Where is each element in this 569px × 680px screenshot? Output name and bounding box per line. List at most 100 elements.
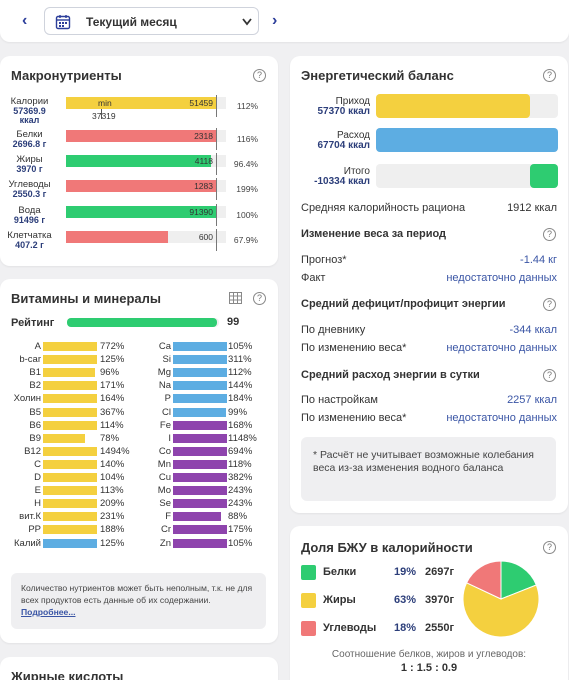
chevron-down-icon <box>242 18 252 26</box>
macro-bar <box>66 130 216 142</box>
chevron-right-icon[interactable]: › <box>272 12 278 29</box>
vitamin-percent: 1148% <box>228 433 257 444</box>
bju-color-swatch <box>301 565 316 580</box>
vitamin-name: Mn <box>157 459 171 470</box>
vitamin-bar <box>43 408 97 417</box>
macro-target-marker <box>216 178 217 200</box>
table-icon[interactable] <box>229 292 242 304</box>
vitamin-name: Fe <box>159 420 171 431</box>
vitamin-percent: 171% <box>100 380 125 391</box>
energy-row-label: Итого <box>343 166 370 177</box>
vitamins-title: Витамины и минералы <box>11 291 161 306</box>
vitamin-bar <box>173 539 227 548</box>
weight-change-value: недостаточно данных <box>446 342 557 354</box>
vitamin-bar <box>43 460 97 469</box>
vitamin-percent: 164% <box>100 393 125 404</box>
bju-grams: 2697г <box>425 566 455 578</box>
macro-bar <box>66 206 216 218</box>
expense-title: Средний расход энергии в сутки <box>301 369 480 381</box>
vitamin-name: b-car <box>19 354 41 365</box>
vitamin-percent: 99% <box>228 407 248 418</box>
vitamin-name: Cu <box>158 472 171 483</box>
vitamin-name: H <box>34 498 41 509</box>
period-select[interactable]: Текущий месяц <box>44 7 259 35</box>
bju-color-swatch <box>301 593 316 608</box>
vitamin-percent: 113% <box>100 485 124 496</box>
ratio-label: Соотношение белков, жиров и углеводов: <box>331 649 527 660</box>
vitamin-bar <box>43 473 97 482</box>
macro-bar-value: 4118 <box>194 156 213 166</box>
vitamin-name: B2 <box>29 380 41 391</box>
more-link[interactable]: Подробнее... <box>21 607 76 617</box>
vitamin-percent: 188% <box>100 524 125 535</box>
bju-pie-chart <box>462 560 540 638</box>
vitamin-bar <box>173 525 227 534</box>
vitamin-bar <box>43 355 97 364</box>
help-icon[interactable]: ? <box>543 298 556 311</box>
help-icon[interactable]: ? <box>253 292 266 305</box>
vitamin-percent: 243% <box>228 485 253 496</box>
vitamin-name: Se <box>159 498 171 509</box>
pie-slice-0 <box>500 560 537 600</box>
vitamin-name: Co <box>158 446 171 457</box>
macro-name: Белки <box>16 129 43 140</box>
help-icon[interactable]: ? <box>543 69 556 82</box>
help-icon[interactable]: ? <box>253 69 266 82</box>
fatty-title: Жирные кислоты <box>11 669 124 680</box>
energy-bar <box>530 164 558 188</box>
vitamin-bar <box>43 447 97 456</box>
macro-value: 91496 г <box>13 215 46 225</box>
vitamin-percent: 96% <box>100 367 120 378</box>
expense-weight-label: По изменению веса* <box>301 412 407 424</box>
vitamin-bar <box>173 421 227 430</box>
settings-label: По настройкам <box>301 394 378 406</box>
vitamin-name: вит.К <box>19 511 41 522</box>
help-icon[interactable]: ? <box>543 228 556 241</box>
help-icon[interactable]: ? <box>543 541 556 554</box>
vitamin-percent: 118% <box>228 459 252 470</box>
vitamins-note: Количество нутриентов может быть неполны… <box>11 573 266 629</box>
vitamin-bar <box>173 460 227 469</box>
macro-name: Жиры <box>16 154 43 165</box>
vitamin-name: B12 <box>24 446 41 457</box>
macro-bar <box>66 231 168 243</box>
vitamin-percent: 168% <box>228 420 253 431</box>
vitamin-bar <box>43 525 97 534</box>
pie-slice-1 <box>462 582 540 638</box>
macro-bar <box>66 97 216 109</box>
macro-target-marker <box>216 95 217 117</box>
vitamin-percent: 125% <box>100 538 125 549</box>
rating-label: Рейтинг <box>11 317 55 329</box>
bju-percent: 19% <box>394 566 417 578</box>
diary-label: По дневнику <box>301 324 366 336</box>
period-label: Текущий месяц <box>86 15 177 29</box>
vitamin-name: Cl <box>162 407 171 418</box>
macro-name: Калории <box>10 96 49 107</box>
vitamin-bar <box>43 512 97 521</box>
vitamin-name: PP <box>28 524 41 535</box>
macro-target-marker <box>216 229 217 251</box>
macro-name: Углеводы <box>8 179 51 190</box>
chevron-left-icon[interactable]: ‹ <box>22 12 28 29</box>
macro-percent: 67.9% <box>233 235 258 245</box>
vitamin-bar <box>173 408 226 417</box>
avg-calorie-value: 1912 ккал <box>507 202 557 214</box>
vitamin-name: I <box>168 433 171 444</box>
fact-label: Факт <box>301 272 326 284</box>
vitamins-card: Витамины и минералы ? Рейтинг 99 A 772% b-… <box>0 279 278 643</box>
help-icon[interactable]: ? <box>543 369 556 382</box>
vitamin-bar <box>173 381 227 390</box>
energy-note-text: * Расчёт не учитывает возможные колебани… <box>313 449 534 474</box>
macro-name: Клетчатка <box>7 230 52 241</box>
vitamin-name: C <box>34 459 41 470</box>
vitamin-name: D <box>34 472 41 483</box>
vitamin-bar <box>43 342 97 351</box>
energy-row-label: Расход <box>337 130 370 141</box>
weight-change-label: По изменению веса* <box>301 342 407 354</box>
rating-bar <box>67 318 217 327</box>
vitamin-name: P <box>164 393 171 404</box>
energy-row-label: Приход <box>335 96 370 107</box>
vitamin-bar <box>173 512 221 521</box>
forecast-value: -1.44 кг <box>520 254 557 266</box>
bju-title: Доля БЖУ в калорийности <box>301 540 473 555</box>
